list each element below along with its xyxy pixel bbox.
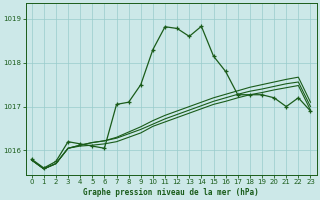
X-axis label: Graphe pression niveau de la mer (hPa): Graphe pression niveau de la mer (hPa): [83, 188, 259, 197]
